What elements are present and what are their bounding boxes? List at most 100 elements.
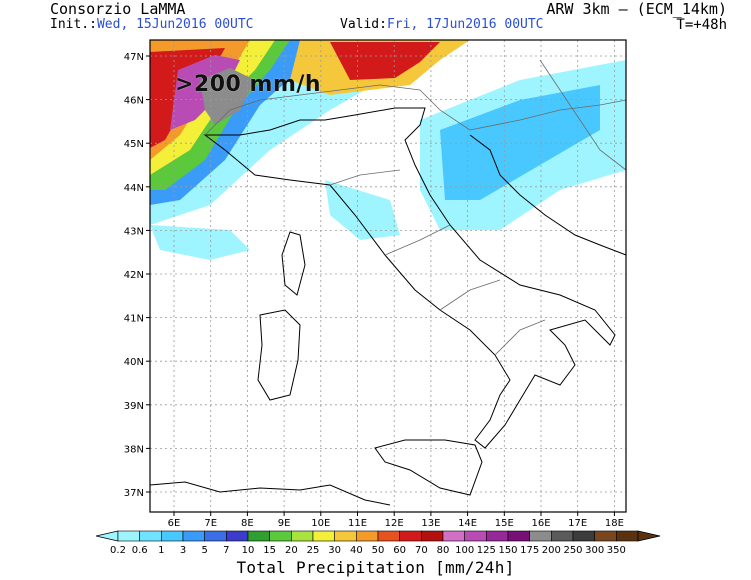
lat-label: 45N [124, 139, 144, 150]
colorbar-swatch [421, 530, 444, 542]
init-value: Wed, 15Jun2016 00UTC [96, 17, 254, 32]
valid-label: Valid: [340, 17, 387, 32]
init-label: Init.: [50, 17, 97, 32]
colorbar-arrow-right [637, 530, 661, 542]
sicily-coastline [374, 439, 483, 496]
colorbar-tick-label: 0.6 [132, 545, 148, 556]
colorbar-swatch [594, 530, 617, 542]
colorbar-tick-label: 200 [542, 545, 561, 556]
precipitation-annotation: >200 mm/h [175, 72, 322, 97]
map-frame [149, 39, 627, 513]
colorbar-swatch [356, 530, 379, 542]
sardinia-coastline [257, 309, 301, 401]
lat-label: 43N [124, 226, 144, 237]
precip-cells-corsica [150, 225, 250, 260]
lat-label: 40N [124, 357, 144, 368]
init-time: Init.:Wed, 15Jun2016 00UTC [50, 18, 254, 31]
colorbar-tick-label: 5 [201, 545, 207, 556]
lat-label: 39N [124, 401, 144, 412]
colorbar-tick-label: 3 [180, 545, 186, 556]
lat-label: 38N [124, 444, 144, 455]
colorbar-swatch [486, 530, 509, 542]
colorbar-tick-label: 80 [437, 545, 450, 556]
colorbar-swatch [616, 530, 639, 542]
lon-label: 18E [605, 518, 624, 529]
colorbar-swatch [226, 530, 249, 542]
precip-band-grey [200, 68, 255, 125]
lon-label: 6E [168, 518, 181, 529]
colorbar-swatch [269, 530, 292, 542]
colorbar-tick-label: 7 [223, 545, 229, 556]
colorbar-swatch [117, 530, 140, 542]
colorbar-tick-label: 300 [585, 545, 604, 556]
colorbar-tick-label: 175 [520, 545, 539, 556]
precipitation-field [150, 40, 626, 260]
colorbar-tick-label: 15 [263, 545, 276, 556]
lon-label: 7E [204, 518, 217, 529]
lon-label: 11E [348, 518, 367, 529]
colorbar-swatch [334, 530, 357, 542]
colorbar-tick-label: 100 [455, 545, 474, 556]
colorbar-swatch [551, 530, 574, 542]
valid-time: Valid:Fri, 17Jun2016 00UTC [340, 18, 544, 31]
italy-coastline [203, 107, 616, 449]
africa-coastline [149, 481, 391, 506]
colorbar-swatch [247, 530, 270, 542]
lat-label: 37N [124, 488, 144, 499]
lat-label: 47N [124, 52, 144, 63]
colorbar-swatch [182, 530, 205, 542]
colorbar-swatch [399, 530, 422, 542]
colorbar-swatches [95, 530, 661, 542]
valid-value: Fri, 17Jun2016 00UTC [386, 17, 544, 32]
lat-label: 46N [124, 96, 144, 107]
lat-label: 42N [124, 270, 144, 281]
lon-label: 9E [278, 518, 291, 529]
colorbar-swatch [442, 530, 465, 542]
lat-lon-grid [150, 40, 626, 512]
colorbar-title: Total Precipitation [mm/24h] [236, 558, 515, 577]
colorbar-tick-label: 30 [328, 545, 341, 556]
country-borders [204, 59, 627, 356]
lon-label: 13E [421, 518, 440, 529]
colorbar-swatch [291, 530, 314, 542]
lon-label: 15E [495, 518, 514, 529]
balkan-coastline [469, 134, 627, 256]
colorbar-swatch [312, 530, 335, 542]
colorbar-tick-label: 250 [563, 545, 582, 556]
colorbar-tick-label: 1 [158, 545, 164, 556]
coastlines [149, 107, 627, 506]
model-title: ARW 3km – (ECM_14km) [546, 0, 727, 18]
colorbar-swatch [529, 530, 552, 542]
balkan-borders [469, 59, 627, 171]
colorbar-tick-label: 150 [498, 545, 517, 556]
colorbar-swatch [204, 530, 227, 542]
italy-regions [329, 169, 546, 356]
colorbar-tick-label: 70 [415, 545, 428, 556]
colorbar-tick-label: 60 [393, 545, 406, 556]
colorbar-swatch [464, 530, 487, 542]
colorbar-tick-label: 50 [372, 545, 385, 556]
forecast-step: T=+48h [676, 17, 727, 33]
colorbar-ticks: 0.2 0.6 1 3 5 7 10 15 20 25 30 40 50 60 70 80 100 125 150 1… [110, 545, 626, 556]
colorbar-tick-label: 0.2 [110, 545, 126, 556]
lat-label: 41N [124, 314, 144, 325]
lon-label: 17E [568, 518, 587, 529]
organization-title: Consorzio LaMMA [50, 0, 186, 18]
colorbar-tick-label: 20 [285, 545, 298, 556]
colorbar-tick-label: 350 [607, 545, 626, 556]
precip-cells-tuscany [325, 180, 400, 240]
colorbar-tick-label: 125 [477, 545, 496, 556]
lon-label: 8E [241, 518, 254, 529]
colorbar-tick-label: 10 [242, 545, 255, 556]
colorbar-tick-label: 40 [350, 545, 363, 556]
lat-label: 44N [124, 183, 144, 194]
colorbar-arrow-left [95, 530, 119, 542]
lon-label: 14E [458, 518, 477, 529]
colorbar-swatch [377, 530, 400, 542]
colorbar-tick-label: 25 [307, 545, 320, 556]
lon-label: 12E [385, 518, 404, 529]
latitude-labels: 47N 46N 45N 44N 43N 42N 41N 40N 39N 38N 37N [124, 52, 150, 499]
colorbar-swatch [572, 530, 595, 542]
